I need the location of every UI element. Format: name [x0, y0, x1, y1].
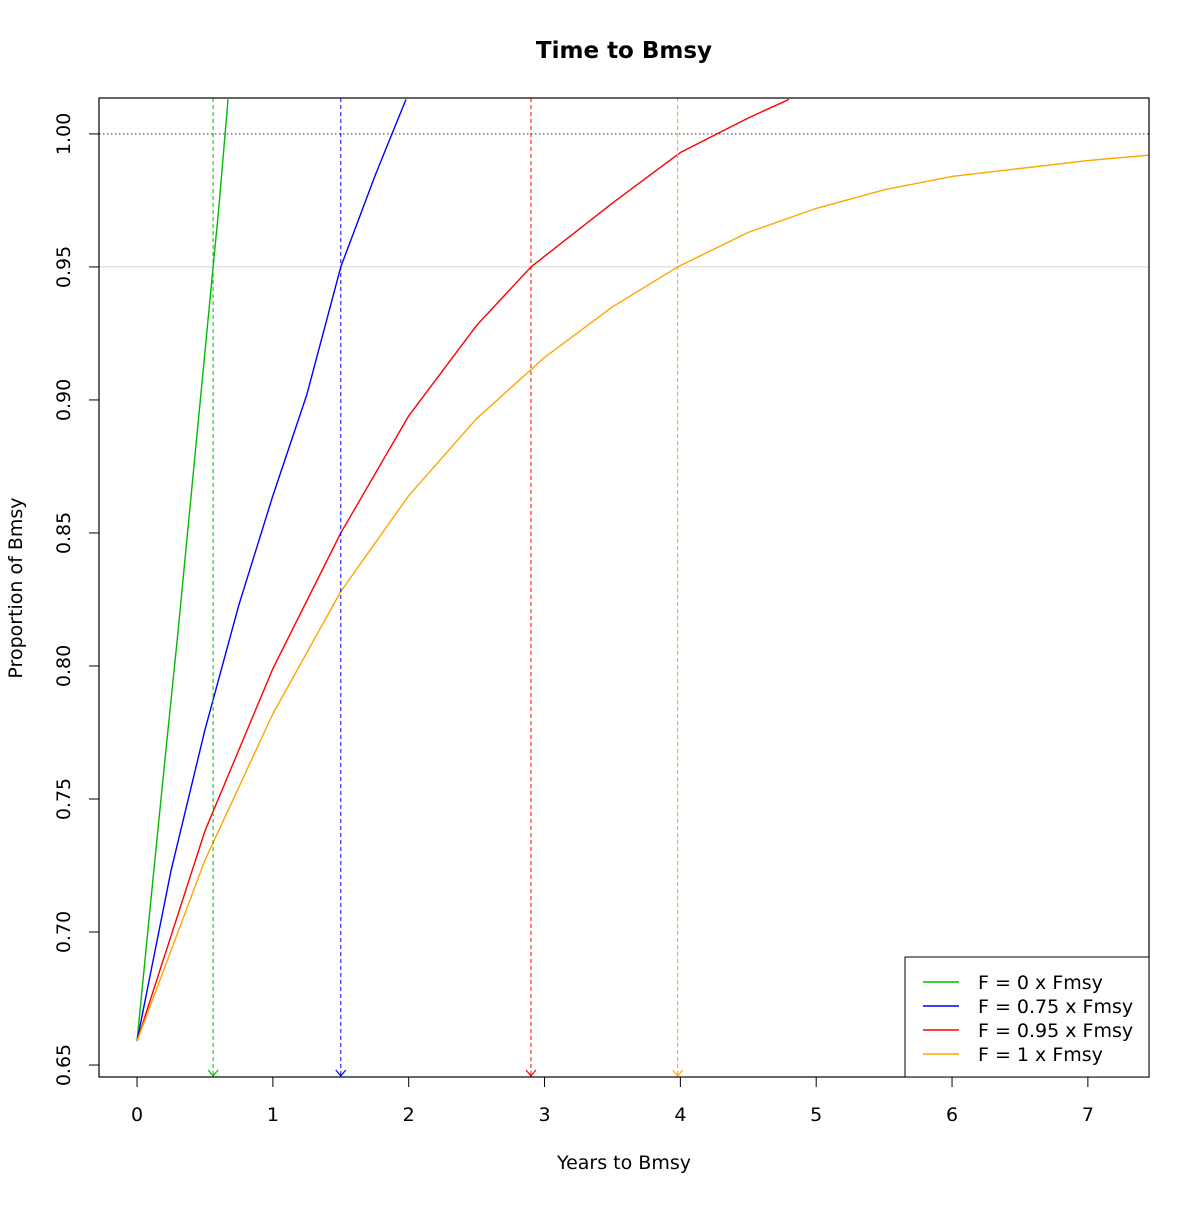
y-tick-label-4: 0.85	[53, 512, 75, 554]
y-tick-label-2: 0.75	[53, 778, 75, 820]
chart-title: Time to Bmsy	[536, 38, 712, 64]
time-marker-arrow-2	[525, 1069, 537, 1077]
x-axis-title: Years to Bmsy	[556, 1152, 691, 1174]
x-tick-label-5: 5	[810, 1104, 822, 1126]
x-tick-label-4: 4	[674, 1104, 686, 1126]
y-tick-label-5: 0.90	[53, 379, 75, 421]
legend-label-3: F = 1 x Fmsy	[978, 1044, 1103, 1066]
y-tick-label-6: 0.95	[53, 246, 75, 288]
y-tick-label-1: 0.70	[53, 911, 75, 953]
y-tick-label-0: 0.65	[53, 1044, 75, 1086]
x-tick-label-6: 6	[946, 1104, 958, 1126]
y-tick-label-7: 1.00	[53, 113, 75, 155]
legend-label-2: F = 0.95 x Fmsy	[978, 1020, 1133, 1042]
series-line-2	[136, 98, 790, 1042]
x-tick-label-1: 1	[267, 1104, 279, 1126]
time-marker-arrow-1	[335, 1069, 347, 1077]
time-marker-arrow-0	[207, 1069, 219, 1077]
legend-box	[904, 956, 1150, 1078]
y-axis-title: Proportion of Bmsy	[5, 497, 27, 678]
legend-label-1: F = 0.75 x Fmsy	[978, 996, 1133, 1018]
time-marker-arrow-3	[672, 1069, 684, 1077]
x-tick-label-3: 3	[538, 1104, 550, 1126]
x-tick-label-0: 0	[131, 1104, 143, 1126]
series-line-3	[136, 154, 1149, 1042]
x-tick-label-2: 2	[403, 1104, 415, 1126]
series-line-0	[136, 99, 229, 1042]
legend-label-0: F = 0 x Fmsy	[978, 972, 1103, 994]
series-line-1	[136, 99, 407, 1042]
y-tick-label-3: 0.80	[53, 645, 75, 687]
x-tick-label-7: 7	[1082, 1104, 1094, 1126]
plot-area: 0 1 2 3 4 5 6 7 0.65 0.70 0.75 0.80 0.85 0.90 0.95 1.00…	[53, 97, 1150, 1126]
